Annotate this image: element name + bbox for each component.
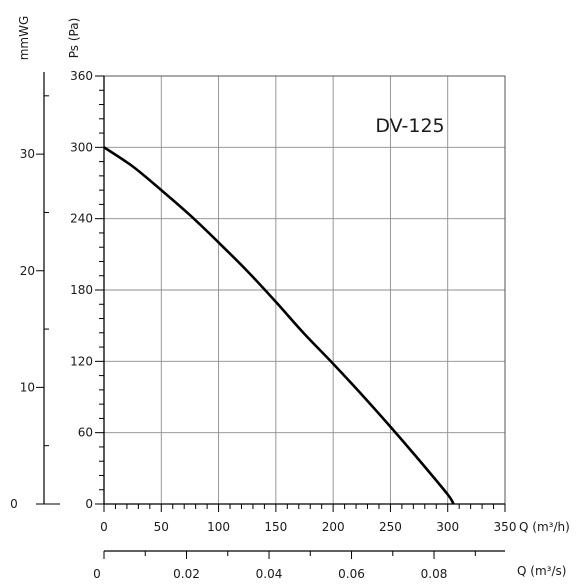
x-tick-label: 50 bbox=[154, 520, 169, 534]
y-tick-label: 180 bbox=[70, 283, 93, 297]
x-tick-label: 0 bbox=[100, 520, 108, 534]
y-tick-label: 360 bbox=[70, 69, 93, 83]
y-secondary-tick-label: 10 bbox=[20, 380, 35, 394]
y-tick-label: 0 bbox=[85, 497, 93, 511]
y-secondary-tick-label: 30 bbox=[20, 147, 35, 161]
y-tick-label: 120 bbox=[70, 354, 93, 368]
x-secondary-tick-label: 0.06 bbox=[338, 567, 365, 581]
x-tick-label: 200 bbox=[322, 520, 345, 534]
x-tick-label: 250 bbox=[379, 520, 402, 534]
x-secondary-tick-label: 0.02 bbox=[173, 567, 200, 581]
grid bbox=[104, 76, 505, 504]
x-tick-label: 350 bbox=[494, 520, 517, 534]
y-secondary-tick-label: 20 bbox=[20, 264, 35, 278]
x-tick-label: 100 bbox=[207, 520, 230, 534]
y-tick-label: 60 bbox=[78, 426, 93, 440]
x-axis-secondary-title: Q (m³/s) bbox=[517, 564, 566, 578]
axes bbox=[36, 72, 506, 559]
x-tick-label: 150 bbox=[264, 520, 287, 534]
x-secondary-tick-label: 0.08 bbox=[421, 567, 448, 581]
y-secondary-tick-label: 0 bbox=[10, 497, 18, 511]
model-label: DV-125 bbox=[375, 115, 444, 137]
y-tick-label: 300 bbox=[70, 140, 93, 154]
x-secondary-tick-label: 0.04 bbox=[256, 567, 283, 581]
x-tick-label: 300 bbox=[436, 520, 459, 534]
series-line bbox=[103, 146, 455, 505]
y-axis-title: Ps (Pa) bbox=[67, 18, 81, 59]
y-tick-label: 240 bbox=[70, 212, 93, 226]
x-axis-title: Q (m³/h) bbox=[519, 520, 570, 534]
y-axis-secondary-title: mmWG bbox=[17, 16, 31, 61]
x-secondary-tick-label: 0 bbox=[93, 567, 101, 581]
